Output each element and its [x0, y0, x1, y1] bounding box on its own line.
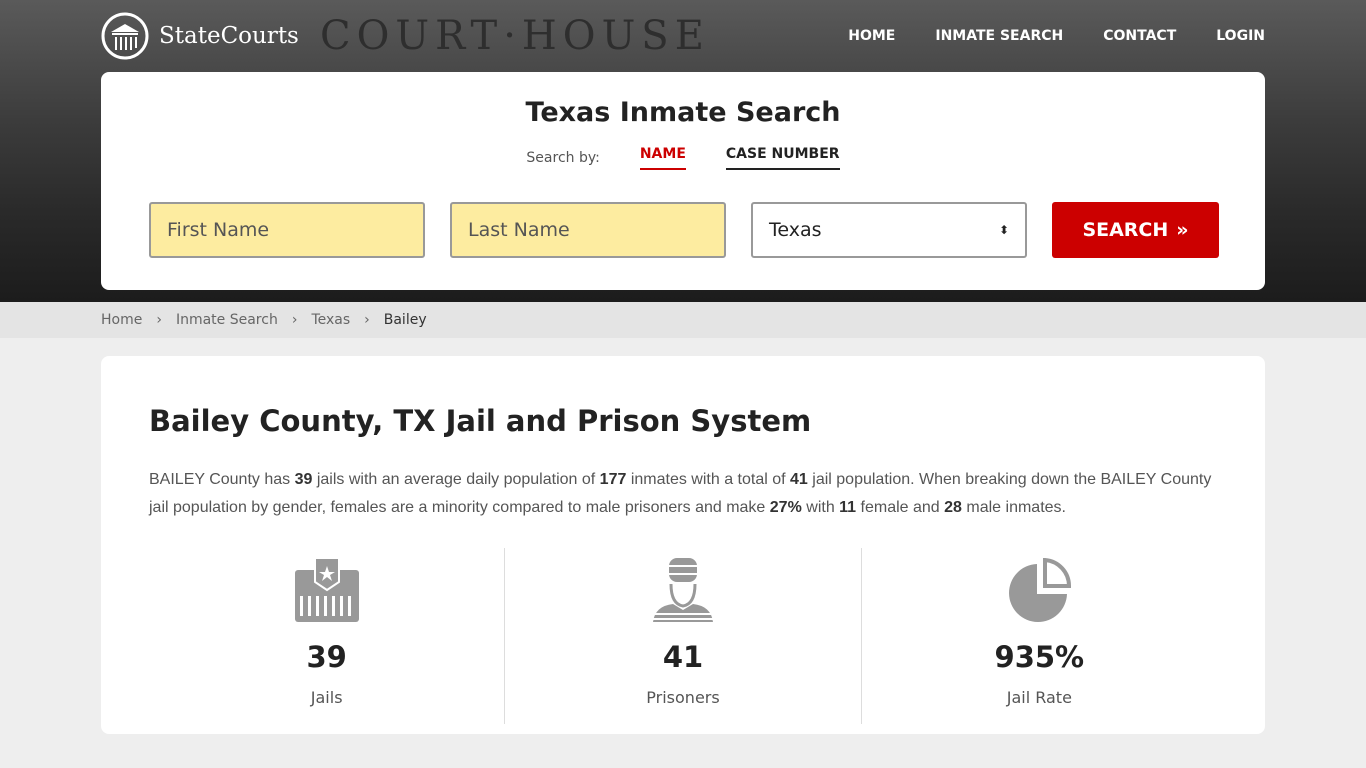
state-value: Texas: [769, 219, 822, 241]
jails-label: Jails: [310, 688, 343, 707]
last-name-input[interactable]: Last Name: [450, 202, 726, 258]
search-button-label: SEARCH: [1082, 219, 1169, 241]
breadcrumb-texas[interactable]: Texas: [311, 312, 351, 328]
tab-case-number[interactable]: CASE NUMBER: [725, 146, 840, 170]
logo[interactable]: StateCourts: [101, 12, 299, 60]
prisoners-value: 41: [662, 640, 704, 674]
chevron-right-icon: ›: [156, 312, 162, 328]
nav-login[interactable]: LOGIN: [1216, 28, 1265, 44]
search-title: Texas Inmate Search: [525, 97, 841, 128]
nav-home[interactable]: HOME: [848, 28, 896, 44]
pie-chart-icon: [1009, 557, 1072, 622]
tab-name[interactable]: NAME: [639, 146, 686, 170]
summary-paragraph: BAILEY County has 39 jails with an avera…: [149, 471, 1212, 516]
stat-jail-rate: 935% Jail Rate: [860, 548, 1217, 724]
jail-icon: [294, 557, 359, 622]
hero-banner: COURT·HOUSE StateCourts HOME INMATE SEAR…: [0, 0, 1366, 302]
nav-contact[interactable]: CONTACT: [1103, 28, 1177, 44]
stat-prisoners: 41 Prisoners: [504, 548, 860, 724]
breadcrumb-inmate-search[interactable]: Inmate Search: [175, 312, 278, 328]
nav-inmate-search[interactable]: INMATE SEARCH: [935, 28, 1064, 44]
breadcrumb-current: Bailey: [383, 312, 427, 328]
state-select[interactable]: Texas ⬍: [751, 202, 1027, 258]
content-card: Bailey County, TX Jail and Prison System…: [101, 356, 1265, 734]
brand-name: StateCourts: [159, 23, 299, 49]
jail-rate-label: Jail Rate: [1006, 688, 1072, 707]
breadcrumb-home[interactable]: Home: [101, 312, 143, 328]
chevron-right-icon: ›: [364, 312, 370, 328]
search-card: Texas Inmate Search Search by: NAME CASE…: [101, 72, 1265, 290]
stat-jails: 39 Jails: [149, 548, 504, 724]
hero-background-text: COURT·HOUSE: [320, 13, 710, 59]
page-title: Bailey County, TX Jail and Prison System: [149, 404, 812, 438]
select-arrows-icon: ⬍: [998, 223, 1009, 237]
search-by-label: Search by:: [526, 150, 600, 166]
top-nav: StateCourts HOME INMATE SEARCH CONTACT L…: [101, 10, 1265, 62]
breadcrumb: Home › Inmate Search › Texas › Bailey: [0, 302, 1366, 338]
jail-rate-value: 935%: [994, 640, 1085, 674]
prisoners-label: Prisoners: [646, 688, 720, 707]
courthouse-logo-icon: [101, 12, 149, 60]
jails-value: 39: [306, 640, 347, 674]
double-chevron-right-icon: »: [1176, 219, 1189, 241]
prisoner-icon: [652, 558, 713, 622]
search-button[interactable]: SEARCH »: [1052, 202, 1219, 258]
chevron-right-icon: ›: [291, 312, 298, 328]
first-name-input[interactable]: First Name: [149, 202, 425, 258]
